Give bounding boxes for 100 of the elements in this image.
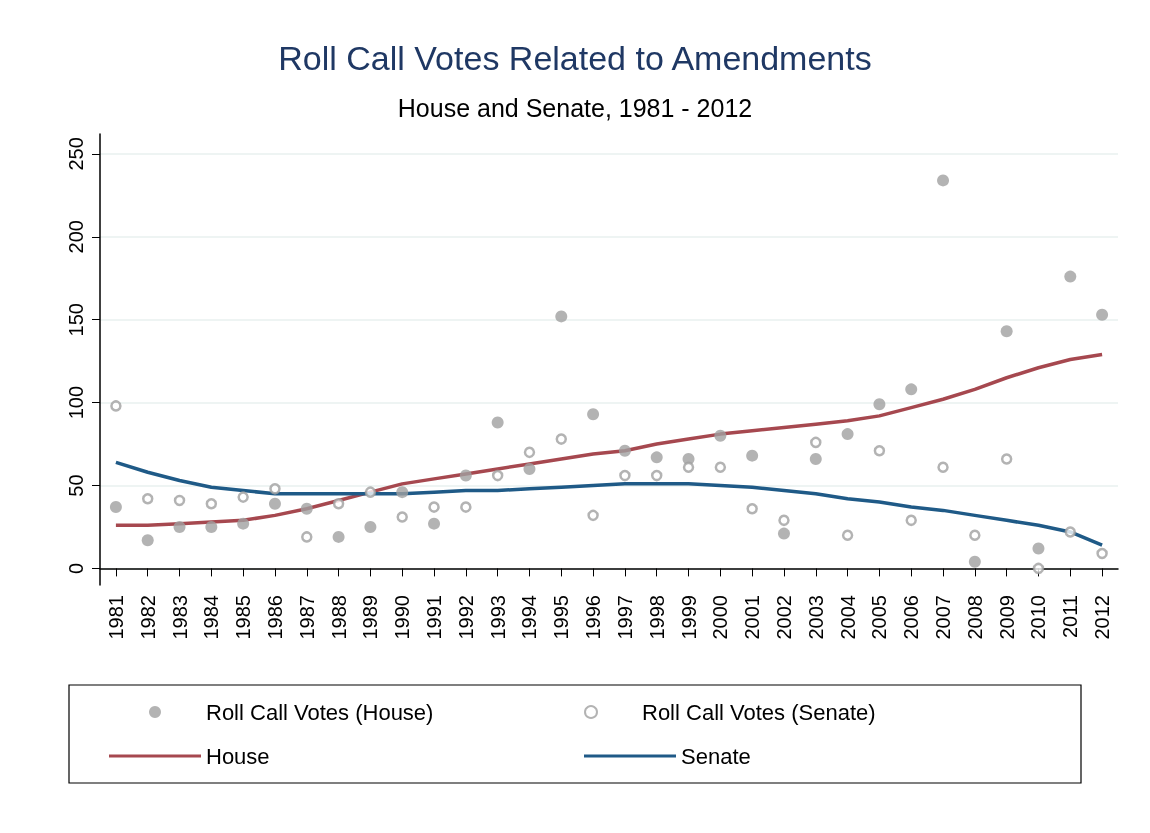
point (301, 531, 313, 543)
y-tick-label: 200 (65, 220, 87, 254)
point (587, 509, 599, 522)
x-tick-label: 1981 (104, 595, 127, 640)
x-tick-label: 1989 (359, 595, 382, 640)
y-tick-label: 100 (65, 385, 87, 420)
point (332, 530, 345, 543)
point (682, 461, 695, 474)
x-tick-label: 1992 (454, 595, 477, 640)
point (523, 462, 536, 475)
x-tick-label: 2003 (804, 595, 827, 640)
x-tick-label: 2004 (836, 595, 859, 640)
point (841, 428, 854, 441)
x-tick-label: 1990 (391, 595, 414, 640)
point (873, 398, 886, 411)
x-tick-label: 1991 (423, 595, 446, 640)
point (141, 534, 154, 547)
x-tick-label: 2005 (868, 595, 891, 640)
x-tick-label: 2002 (772, 595, 795, 640)
point (1064, 270, 1077, 283)
point (587, 408, 600, 421)
point (1096, 308, 1109, 321)
x-tick-label: 1986 (263, 595, 286, 640)
x-tick-label: 2006 (900, 595, 923, 640)
point (332, 498, 345, 510)
point (650, 451, 663, 464)
point (110, 400, 122, 412)
x-tick-label: 1995 (550, 595, 573, 640)
point (109, 501, 122, 514)
x-tick-label: 2000 (709, 595, 732, 640)
point (428, 501, 440, 513)
point (905, 383, 918, 396)
point (714, 461, 727, 474)
point (1096, 547, 1108, 560)
point (460, 501, 472, 513)
y-tick-label: 0 (65, 562, 87, 574)
legend-label: Roll Call Votes (House) (206, 699, 434, 725)
legend-label: House (206, 743, 270, 769)
y-tick-label: 150 (65, 303, 87, 337)
point (841, 529, 854, 541)
x-tick-label: 1985 (232, 595, 255, 640)
x-tick-label: 1983 (168, 595, 191, 640)
x-tick-label: 2012 (1091, 595, 1114, 640)
point (237, 491, 249, 503)
point (619, 469, 631, 482)
point (905, 514, 917, 527)
point (205, 520, 218, 533)
point (491, 469, 504, 482)
legend-label: Roll Call Votes (Senate) (642, 699, 876, 725)
x-tick-label: 1994 (518, 595, 541, 640)
point (810, 436, 822, 449)
x-tick-label: 2001 (741, 595, 764, 640)
point (141, 493, 154, 505)
chart-subtitle: House and Senate, 1981 - 2012 (397, 93, 753, 122)
x-tick-label: 1993 (486, 595, 509, 640)
point (205, 498, 218, 510)
point (1032, 542, 1045, 555)
point (269, 483, 281, 495)
x-tick-label: 2008 (963, 595, 986, 640)
point (746, 502, 758, 515)
point (364, 486, 377, 498)
x-tick-label: 1999 (677, 595, 700, 640)
x-tick-label: 1988 (327, 595, 350, 640)
point (459, 469, 472, 482)
point (1000, 325, 1013, 338)
point (650, 469, 663, 482)
x-tick-label: 1984 (200, 595, 223, 640)
x-tick-label: 2010 (1027, 595, 1050, 640)
point (555, 433, 568, 445)
point (491, 416, 504, 429)
point (300, 502, 313, 515)
point (969, 529, 981, 541)
point (873, 444, 886, 457)
point (364, 520, 377, 533)
point (173, 520, 186, 533)
legend-label: Senate (681, 743, 751, 769)
point (746, 449, 759, 462)
point (396, 486, 409, 499)
y-tick-label: 50 (65, 474, 87, 497)
point (523, 446, 536, 459)
point (777, 527, 790, 540)
point (173, 494, 186, 507)
x-tick-label: 2011 (1059, 595, 1082, 639)
point (237, 517, 250, 530)
point (1064, 526, 1077, 538)
point (937, 174, 950, 187)
x-tick-label: 2009 (995, 595, 1018, 640)
point (618, 444, 631, 457)
point (1000, 453, 1013, 465)
x-tick-label: 1982 (136, 595, 159, 640)
point (268, 497, 281, 510)
point (396, 511, 408, 523)
x-tick-label: 1987 (295, 595, 318, 640)
y-tick-label: 250 (65, 137, 87, 171)
x-tick-label: 2007 (932, 595, 955, 640)
x-tick-label: 1997 (613, 595, 636, 640)
chart-title: Roll Call Votes Related to Amendments (278, 39, 872, 77)
point (778, 514, 790, 527)
point (968, 555, 981, 568)
x-tick-label: 1996 (582, 595, 605, 640)
